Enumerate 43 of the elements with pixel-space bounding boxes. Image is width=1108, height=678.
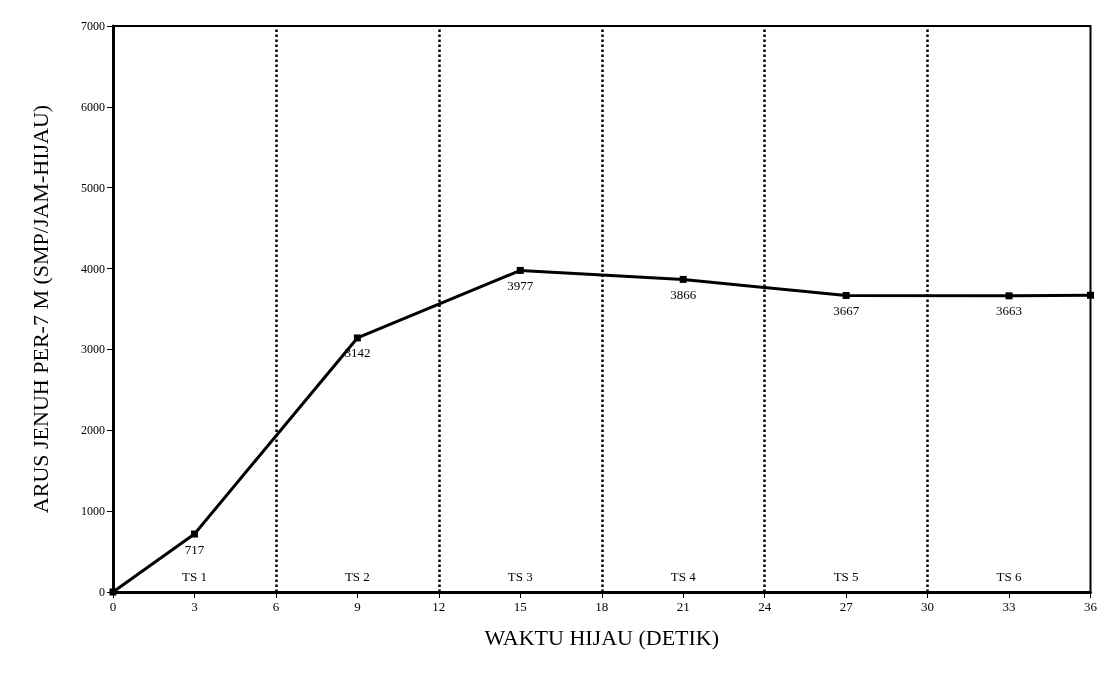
point [353,334,361,342]
annotation: TS 6 [996,569,1022,584]
x-tick-label: 6 [272,599,280,614]
x-tick-label: 0 [109,599,117,614]
x-tick-label: 24 [758,599,772,614]
y-tick-label: 1000 [81,504,105,519]
data-label: 3667 [833,303,860,318]
y-tick-label: 6000 [81,99,105,114]
y-tick-label: 0 [99,585,105,599]
x-tick-label: 9 [354,599,361,614]
point [109,588,117,596]
x-tick-label: 33 [1002,599,1016,614]
x-tick-label: 27 [839,599,854,614]
y-axis-title: ARUS JENUH PER-7 M (SMP/JAM-HIJAU) [27,104,53,514]
y-tick-label: 4000 [81,261,105,276]
x-axis-title: WAKTU HIJAU (DETIK) [484,624,720,650]
x-tick-label: 18 [595,599,609,614]
point [679,275,687,283]
y-tick-label: 2000 [81,423,105,438]
annotation: TS 5 [833,569,859,584]
x-tick-label: 30 [921,599,935,614]
x-tick-label: 36 [1084,599,1098,614]
annotation: TS 1 [182,569,207,584]
point [1005,292,1013,300]
data-label: 3977 [507,277,534,293]
data-label: 717 [184,541,205,557]
y-tick-label: 7000 [81,19,105,33]
point [190,530,198,538]
data-label: 3866 [670,286,697,302]
x-tick-label: 3 [191,599,198,614]
y-tick-label: 3000 [81,342,105,357]
data-label: 3663 [996,303,1023,319]
point [516,266,524,274]
annotation: TS 2 [344,569,370,584]
y-tick-label: 5000 [81,180,105,195]
annotation: TS 4 [670,569,697,584]
x-tick-label: 21 [676,599,690,614]
point [1087,291,1094,299]
data-label: 3142 [344,345,371,361]
x-tick-label: 15 [513,599,527,614]
x-tick-label: 12 [432,599,446,614]
point [842,292,850,299]
annotation: TS 3 [507,569,533,584]
